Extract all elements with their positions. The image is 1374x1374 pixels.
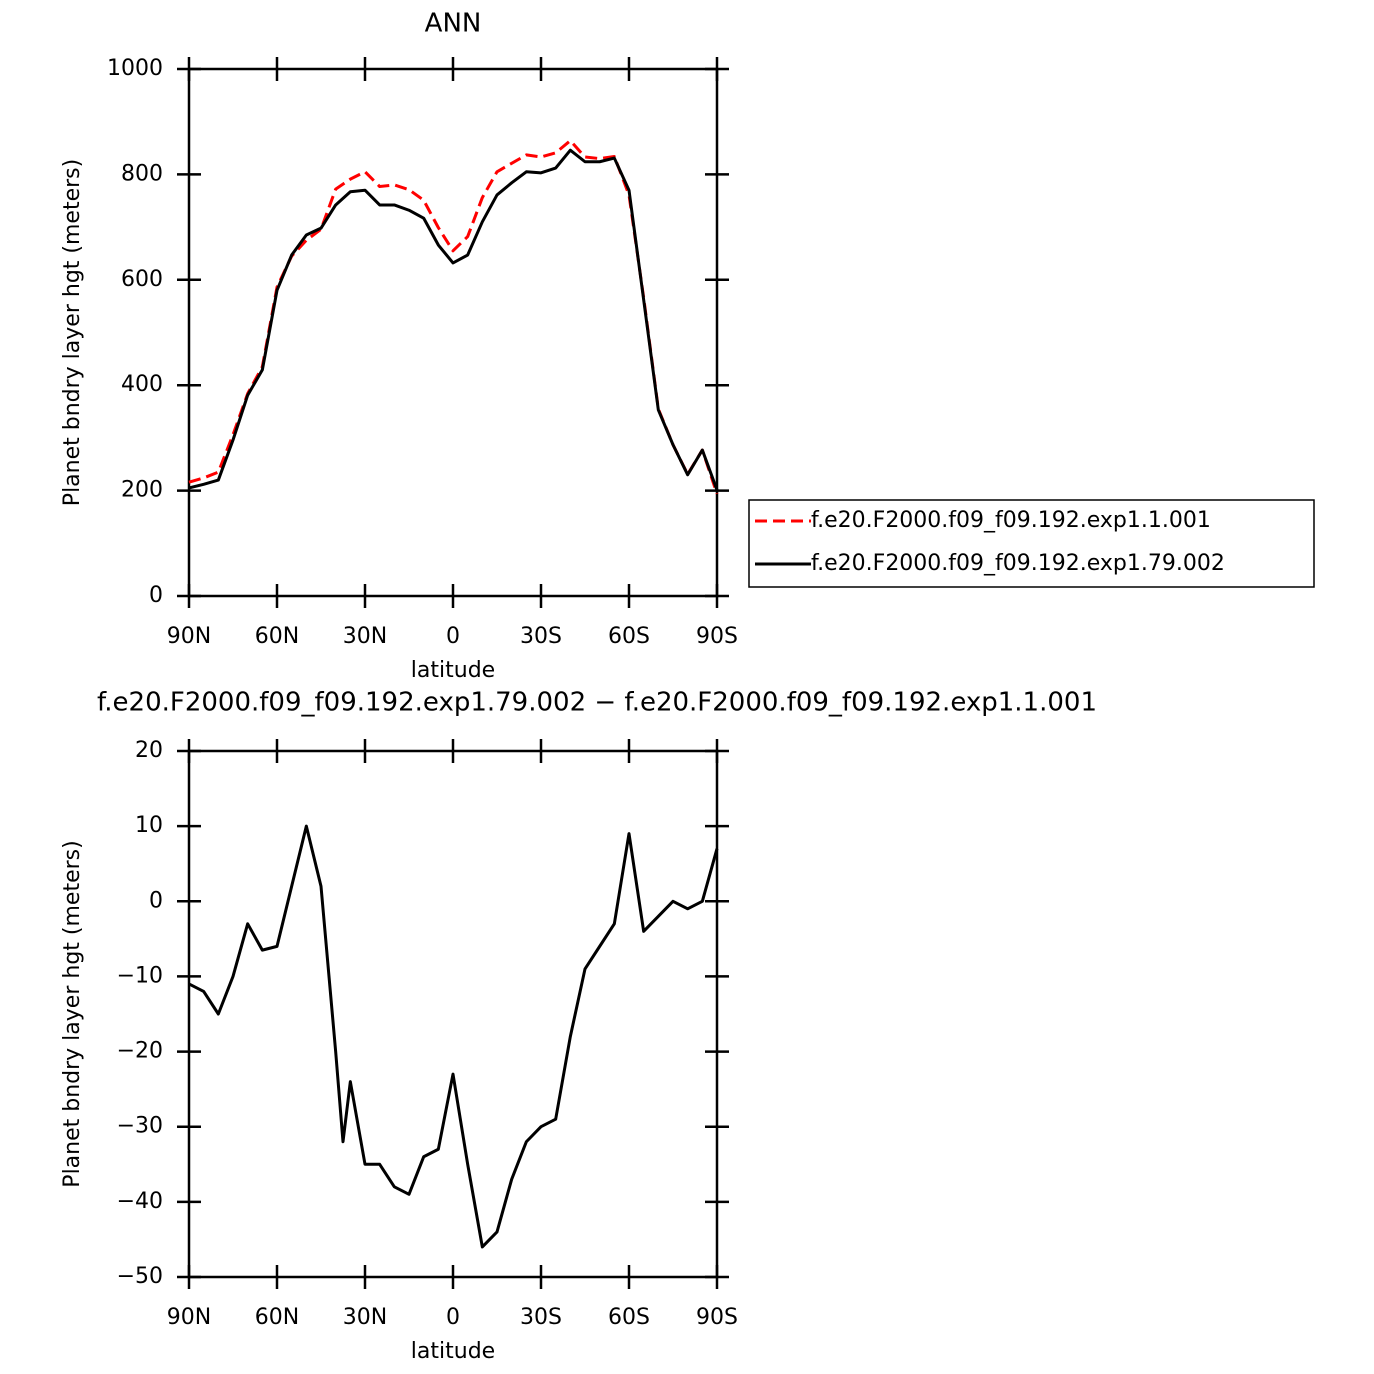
data-line xyxy=(188,824,719,1249)
x-tick-label: 0 xyxy=(446,624,460,649)
x-tick-label: 30S xyxy=(520,1305,562,1330)
y-tick-label: 1000 xyxy=(107,56,163,81)
x-tick-label: 90N xyxy=(167,1305,211,1330)
x-tick-label: 30N xyxy=(343,1305,387,1330)
data-line xyxy=(188,139,719,495)
y-tick-label: 800 xyxy=(121,161,163,186)
x-tick-label: 30N xyxy=(343,624,387,649)
legend-box xyxy=(748,499,1315,588)
x-axis-label: latitude xyxy=(411,1339,495,1364)
x-tick-label: 60S xyxy=(608,624,650,649)
y-tick-label: 400 xyxy=(121,372,163,397)
y-tick-label: 0 xyxy=(149,888,163,913)
chart-title: ANN xyxy=(425,9,482,39)
x-tick-label: 90N xyxy=(167,624,211,649)
x-tick-label: 30S xyxy=(520,624,562,649)
y-axis-label: Planet bndry layer hgt (meters) xyxy=(60,840,85,1187)
x-tick-label: 0 xyxy=(446,1305,460,1330)
legend-label: f.e20.F2000.f09_f09.192.exp1.1.001 xyxy=(811,508,1211,533)
x-axis-label: latitude xyxy=(411,658,495,683)
x-tick-label: 90S xyxy=(696,624,738,649)
y-tick-label: 0 xyxy=(149,583,163,608)
chart-title: f.e20.F2000.f09_f09.192.exp1.79.002 − f.… xyxy=(97,688,1097,718)
y-tick-label: −20 xyxy=(117,1039,163,1064)
y-tick-label: −10 xyxy=(117,963,163,988)
y-tick-label: −30 xyxy=(117,1114,163,1139)
y-axis-label: Planet bndry layer hgt (meters) xyxy=(60,159,85,506)
y-tick-label: 600 xyxy=(121,267,163,292)
y-tick-label: −50 xyxy=(117,1264,163,1289)
x-tick-label: 60N xyxy=(255,624,299,649)
y-tick-label: 10 xyxy=(135,813,163,838)
x-tick-label: 60N xyxy=(255,1305,299,1330)
y-tick-label: −40 xyxy=(117,1189,163,1214)
x-tick-label: 60S xyxy=(608,1305,650,1330)
y-tick-label: 20 xyxy=(135,738,163,763)
plot-frame xyxy=(187,749,719,1279)
data-line xyxy=(188,148,719,491)
legend-label: f.e20.F2000.f09_f09.192.exp1.79.002 xyxy=(811,551,1225,576)
y-tick-label: 200 xyxy=(121,478,163,503)
x-tick-label: 90S xyxy=(696,1305,738,1330)
